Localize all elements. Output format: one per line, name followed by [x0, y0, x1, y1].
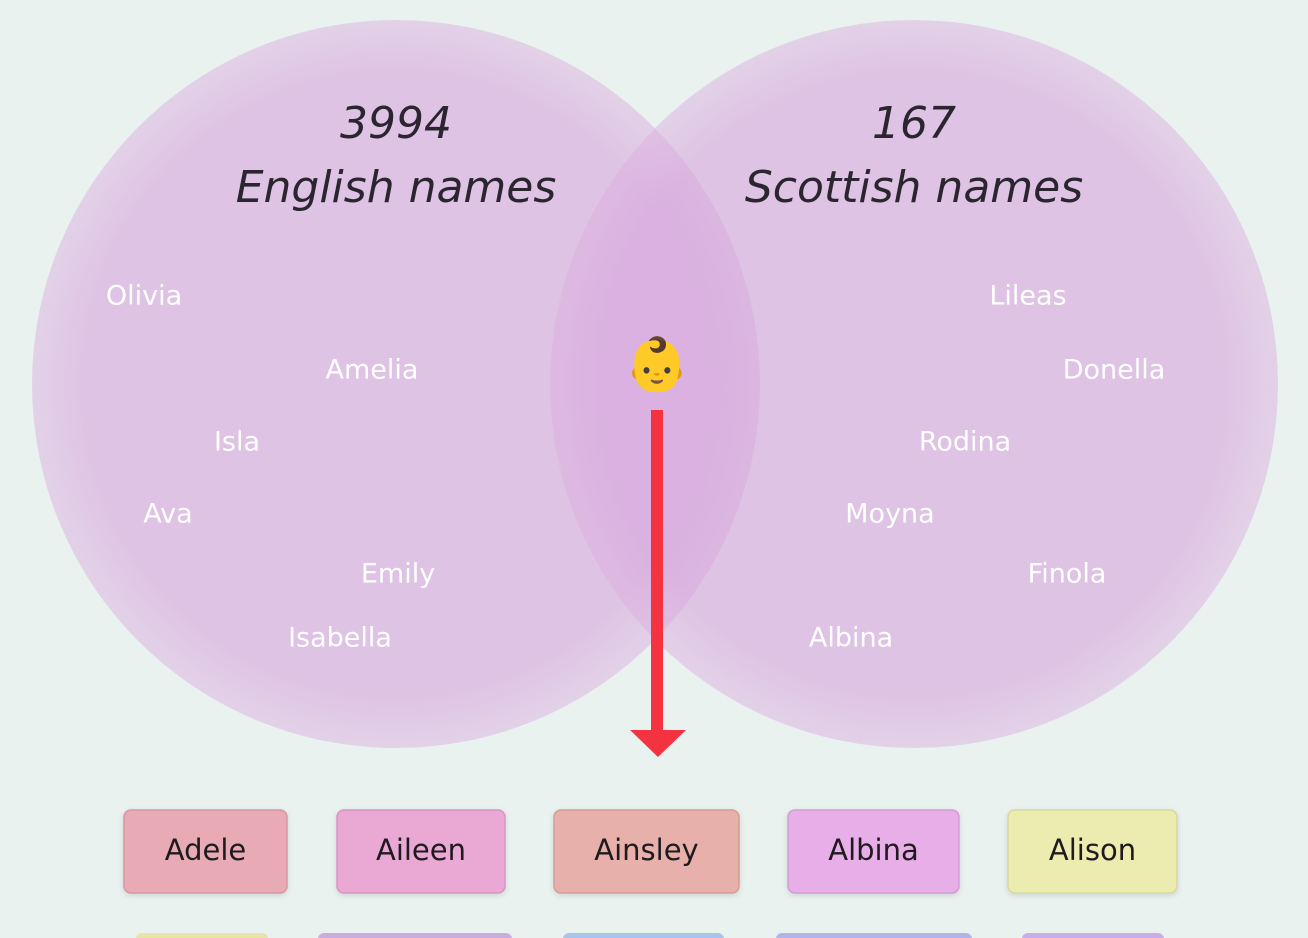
baby-icon: 👶 — [625, 334, 690, 395]
scottish-name: Rodina — [919, 427, 1011, 458]
english-circle — [32, 20, 760, 748]
scottish-name: Finola — [1028, 559, 1107, 590]
english-name: Emily — [361, 559, 435, 590]
english-name: Isla — [214, 427, 260, 458]
english-count: 3994 — [340, 98, 452, 149]
scottish-name: Lileas — [989, 281, 1066, 312]
name-chip[interactable]: Albina — [787, 809, 960, 894]
scottish-label: Scottish names — [745, 162, 1083, 213]
chip-box — [336, 809, 506, 894]
english-name: Olivia — [106, 281, 182, 312]
scottish-name: Moyna — [845, 499, 934, 530]
arrow-head — [630, 730, 686, 757]
chip-label: Alison — [1049, 833, 1136, 867]
name-chip[interactable]: Ainsley — [553, 809, 740, 894]
english-name: Ava — [143, 499, 192, 530]
chip-box — [553, 809, 740, 894]
chip-box — [787, 809, 960, 894]
chip-label: Ainsley — [594, 833, 698, 867]
scottish-name: Donella — [1063, 355, 1166, 386]
chip-label: Adele — [165, 833, 246, 867]
name-chip[interactable]: Adele — [123, 809, 288, 894]
chip-label: Aileen — [376, 833, 466, 867]
english-name: Amelia — [326, 355, 419, 386]
scottish-circle — [550, 20, 1278, 748]
arrow-shaft — [651, 410, 663, 732]
chip-box — [123, 809, 288, 894]
chip-label: Albina — [828, 833, 919, 867]
scottish-count: 167 — [872, 98, 956, 149]
name-chip[interactable]: Aileen — [336, 809, 506, 894]
english-name: Isabella — [288, 623, 392, 654]
scottish-name: Albina — [809, 623, 893, 654]
partial-chip-row — [136, 933, 1164, 938]
chip-box — [1007, 809, 1178, 894]
name-chip[interactable]: Alison — [1007, 809, 1178, 894]
english-label: English names — [236, 162, 557, 213]
